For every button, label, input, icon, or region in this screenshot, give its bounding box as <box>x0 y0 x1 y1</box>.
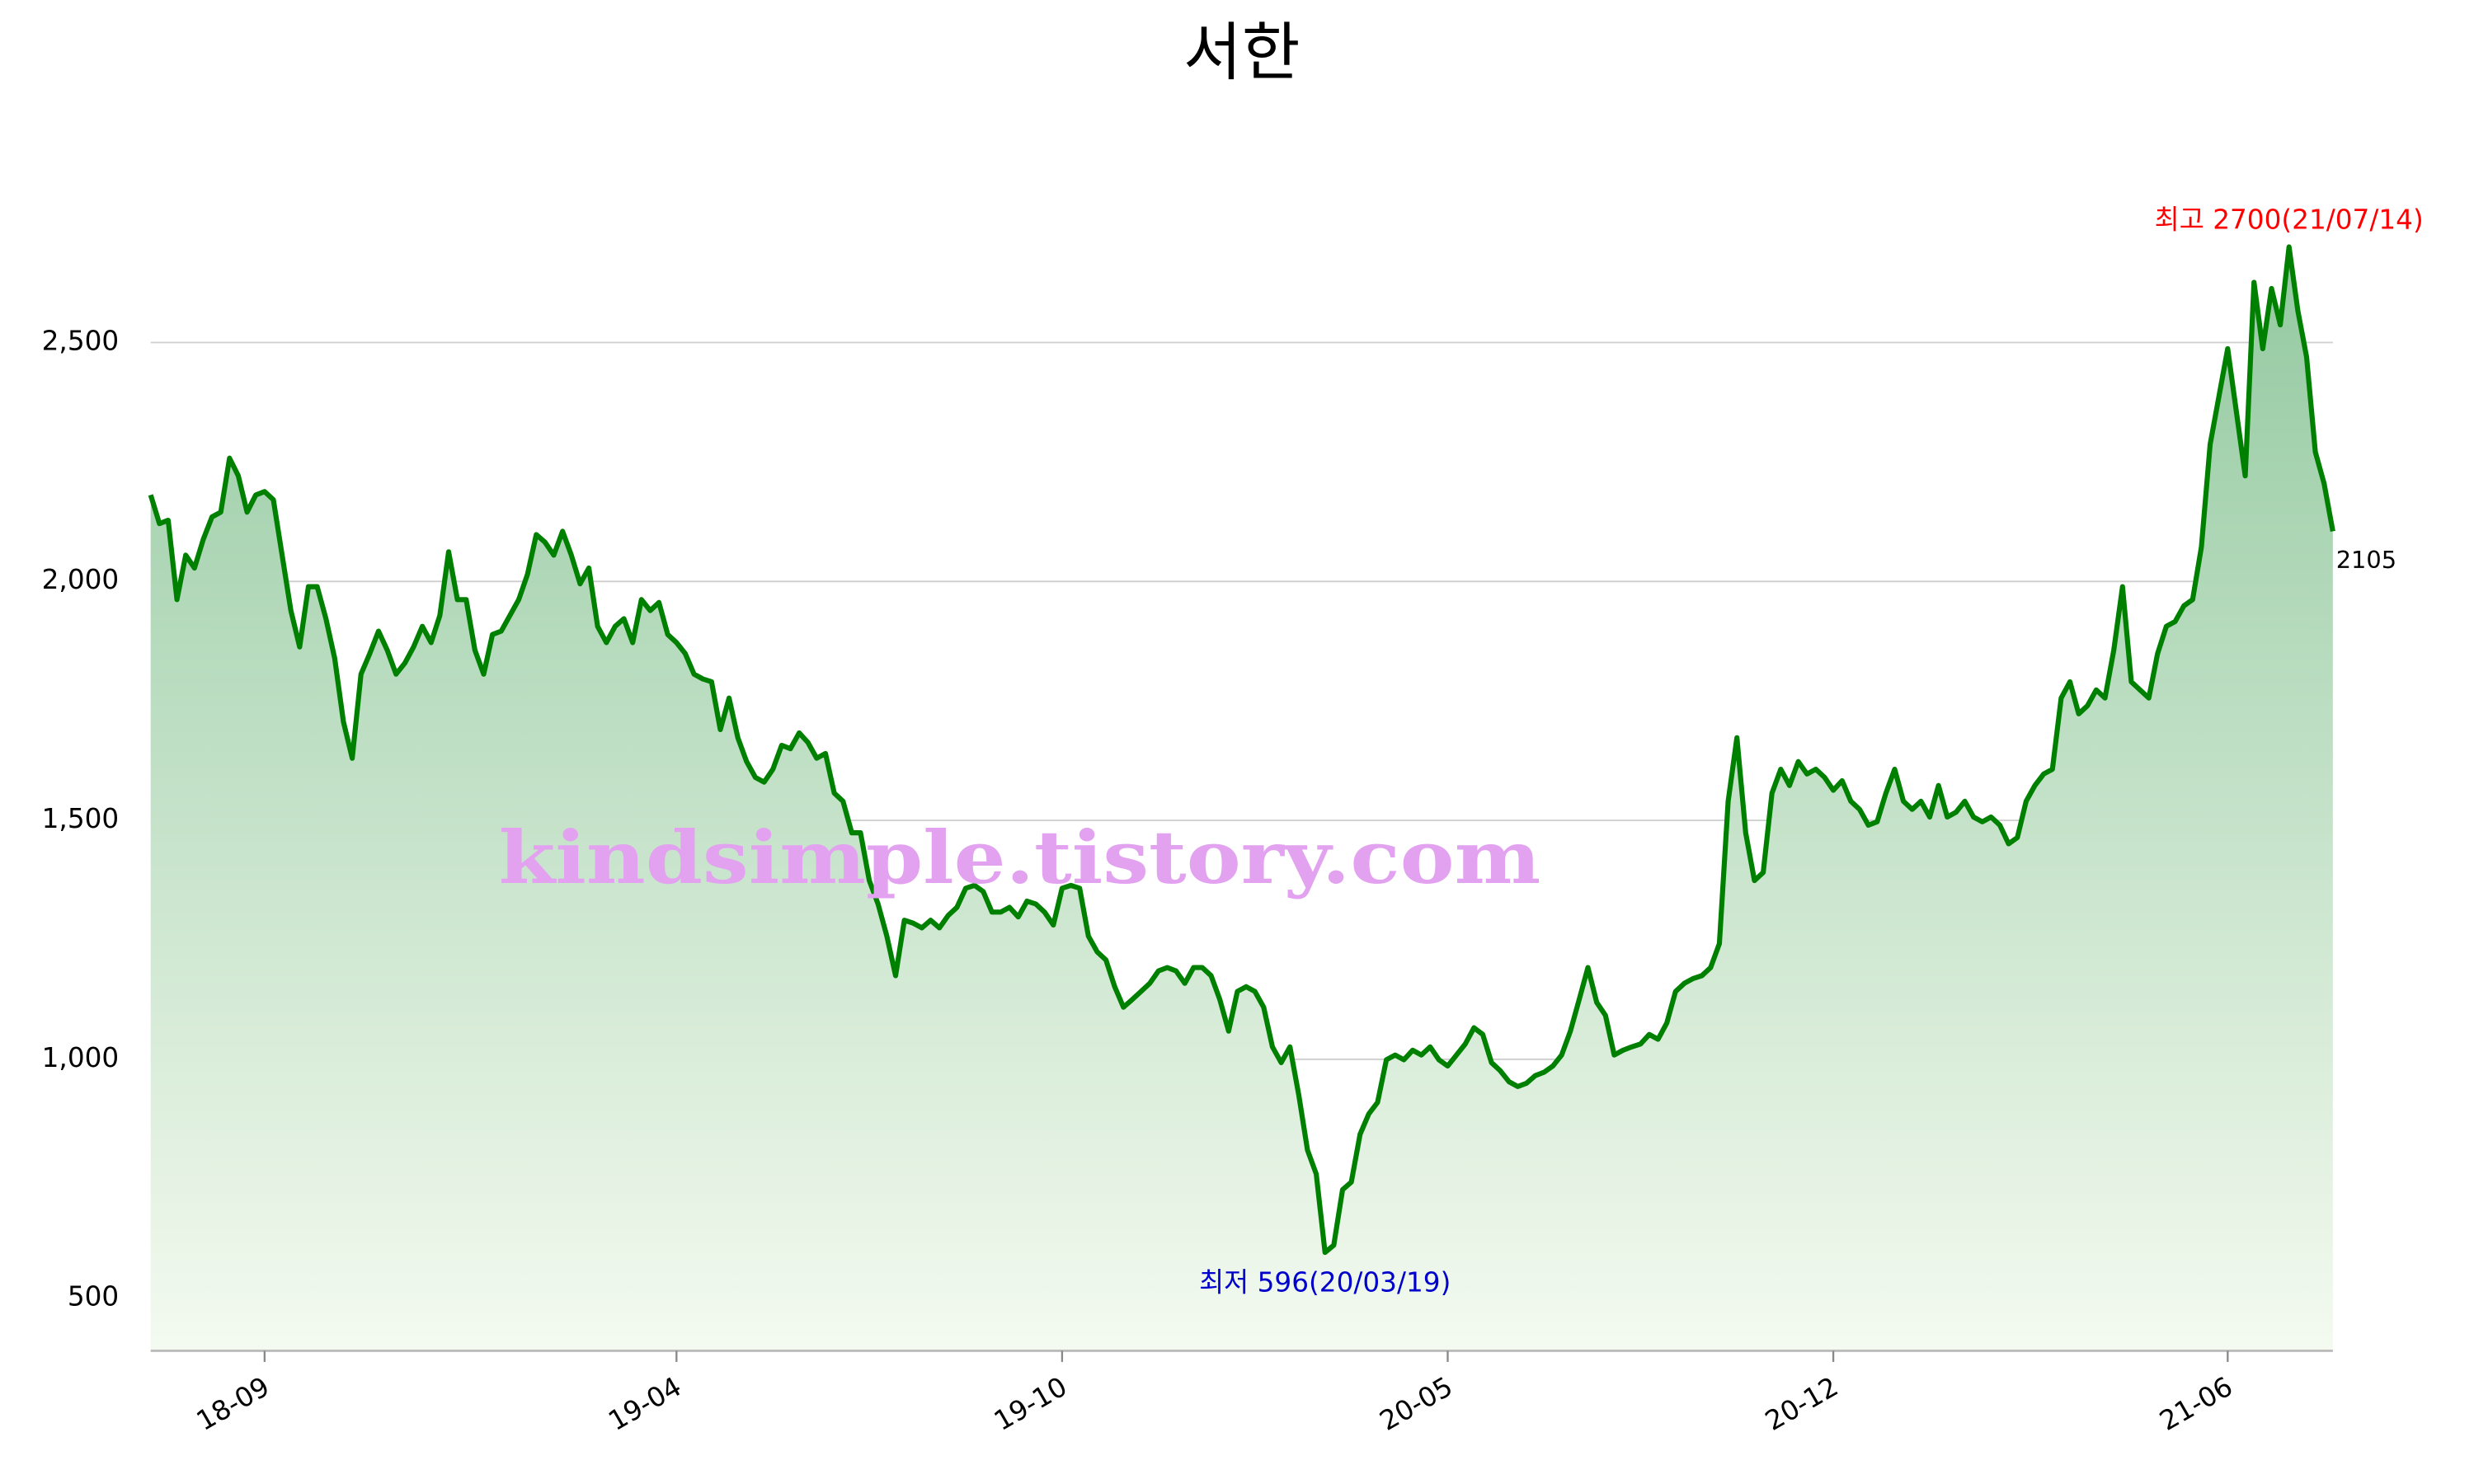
y-tick-label: 2,500 <box>42 325 120 356</box>
high-annotation: 최고 2700(21/07/14) <box>2155 204 2424 236</box>
y-tick-label: 2,000 <box>42 564 120 595</box>
last-annotation: 2105 <box>2336 546 2396 574</box>
x-tick-label: 20-05 <box>1375 1371 1458 1437</box>
chart-title: 서한 <box>1183 16 1300 90</box>
line <box>148 244 2335 1256</box>
watermark: kindsimple.tistory.com <box>499 815 1540 900</box>
y-tick-label: 1,500 <box>42 803 120 834</box>
x-tick-label: 19-10 <box>989 1371 1072 1437</box>
x-tick-label: 21-06 <box>2154 1371 2237 1437</box>
x-tick-label: 18-09 <box>191 1371 275 1437</box>
x-tick-label: 19-04 <box>603 1371 686 1437</box>
y-tick-label: 1,000 <box>42 1042 120 1073</box>
area <box>150 247 2333 1351</box>
low-annotation: 최저 596(20/03/19) <box>1199 1267 1451 1298</box>
x-tick-label: 20-12 <box>1760 1371 1843 1437</box>
y-tick-label: 500 <box>68 1281 119 1313</box>
